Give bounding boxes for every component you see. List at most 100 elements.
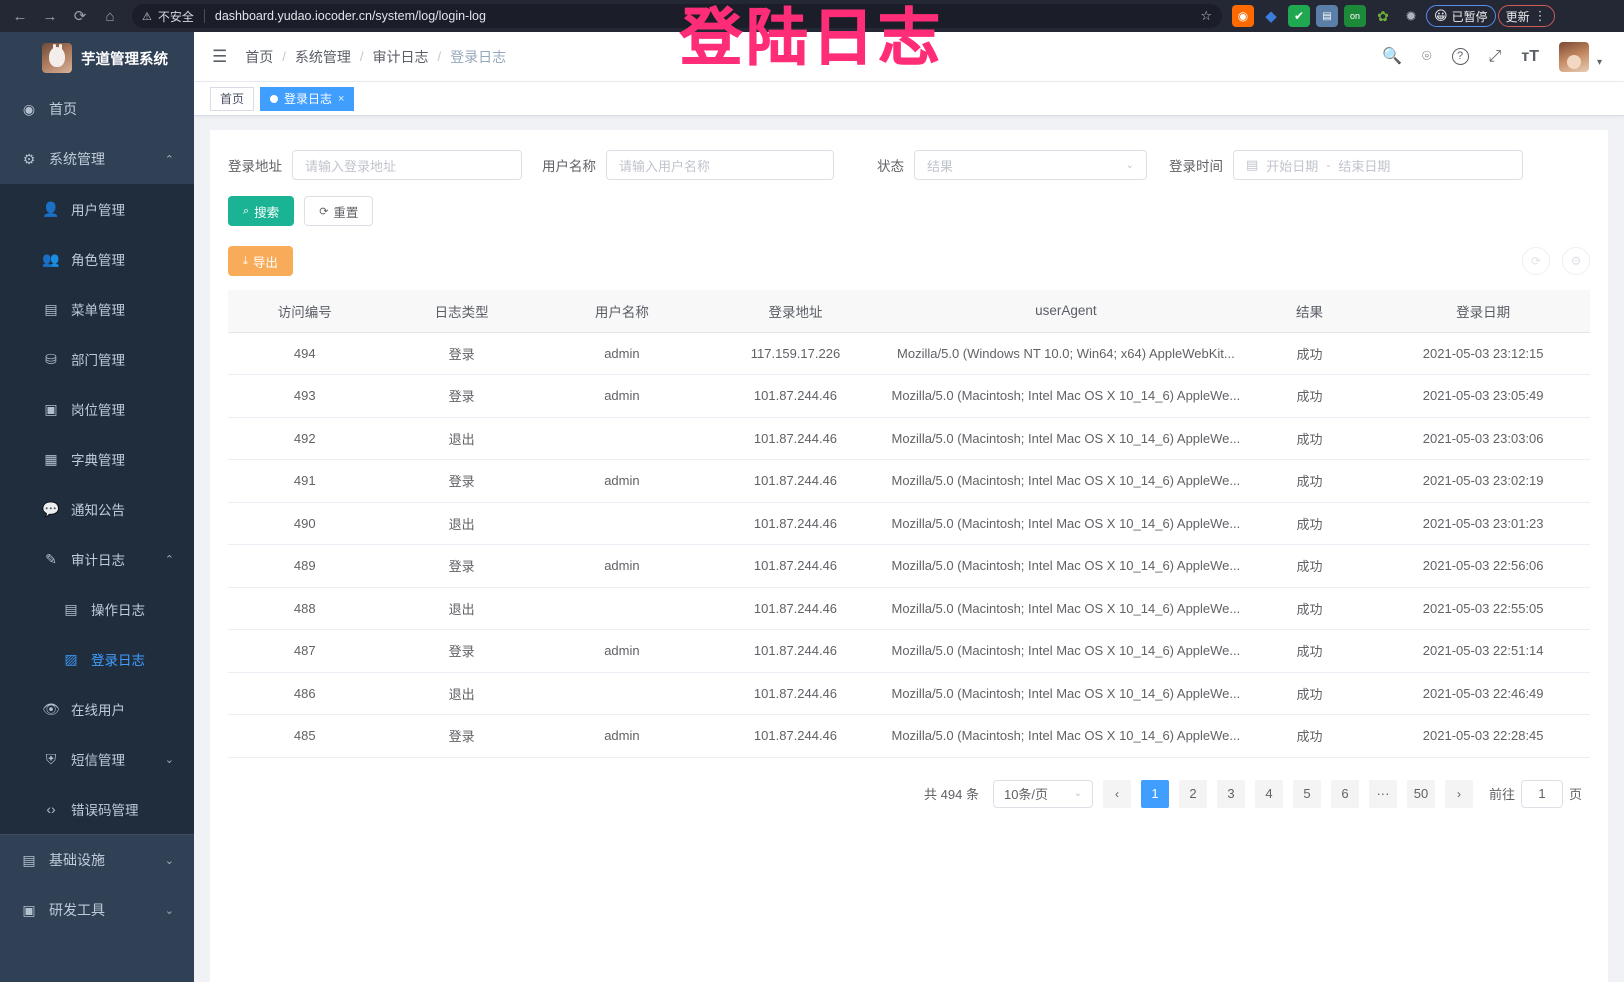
breadcrumb-separator: / [437,49,442,64]
sidebar-item-role-mgmt[interactable]: 👥 角色管理 [0,234,194,284]
column-header-date[interactable]: 登录日期 [1376,290,1590,333]
form-item-login-address: 登录地址 请输入登录地址 [228,150,522,180]
breadcrumb-item-system[interactable]: 系统管理 [294,48,351,65]
sidebar-logo[interactable]: 芋道管理系统 [0,32,194,84]
login-time-daterange[interactable]: ▤ 开始日期 - 结束日期 [1233,150,1523,180]
table-row[interactable]: 488 退出 101.87.244.46 Mozilla/5.0 (Macintosh… [228,587,1590,630]
sidebar-item-home[interactable]: ◉ 首页 [0,84,194,134]
download-icon: ⤓ [243,254,248,267]
sidebar-item-notice[interactable]: 💬 通知公告 [0,484,194,534]
table-row[interactable]: 494 登录 admin 117.159.17.226 Mozilla/5.0 (Win… [228,332,1590,375]
table-row[interactable]: 485 登录 admin 101.87.244.46 Mozilla/5.0 (Maci… [228,714,1590,758]
sidebar-item-infra[interactable]: ▤ 基础设施 ⌄ [0,835,194,885]
gear-icon: ⚙ [22,150,36,167]
paused-pill[interactable]: 😀 已暂停 [1426,5,1496,27]
chevron-down-icon[interactable]: ▾ [1596,56,1602,68]
fullscreen-icon[interactable]: ⤢ [1488,47,1502,65]
tag-login-log[interactable]: 登录日志 × [260,86,355,111]
table-row[interactable]: 491 登录 admin 101.87.244.46 Mozilla/5.0 (Maci… [228,459,1590,503]
cell-type: 退出 [381,587,542,630]
green-check-extension-icon[interactable]: ✔ [1288,5,1310,27]
green-on-extension-icon[interactable]: on [1344,5,1366,27]
page-button-5[interactable]: 5 [1292,779,1321,808]
search-icon: ⌕ [243,204,250,217]
address-bar[interactable]: ⚠ 不安全 dashboard.yudao.iocoder.cn/system/… [132,4,1222,28]
status-select[interactable]: 结果 ⌄ [914,150,1147,180]
column-header-useragent[interactable]: userAgent [888,290,1243,333]
table-row[interactable]: 489 登录 admin 101.87.244.46 Mozilla/5.0 (Maci… [228,544,1590,588]
column-header-result[interactable]: 结果 [1242,290,1377,333]
rabbit-logo-icon [42,43,72,73]
sidebar-item-user-mgmt[interactable]: 👤 用户管理 [0,184,194,234]
page-button-1[interactable]: 1 [1140,779,1169,808]
sidebar-item-post-mgmt[interactable]: ▣ 岗位管理 [0,384,194,434]
github-icon[interactable]: ⌾ [1421,47,1432,65]
hamburger-icon[interactable]: ☰ [212,47,228,66]
sidebar-submenu-system: 👤 用户管理 👥 角色管理 ▤ 菜单管理 ⛁ 部门管理 ▣ 岗位管理 [0,184,194,834]
tags-view: 首页 登录日志 × [194,82,1624,116]
page-size-select[interactable]: 10条/页 ⌄ [992,779,1093,808]
avatar[interactable] [1558,41,1589,72]
cell-id: 493 [228,374,382,418]
sidebar-item-menu-mgmt[interactable]: ▤ 菜单管理 [0,284,194,334]
cell-address: 117.159.17.226 [702,332,889,375]
blue-note-extension-icon[interactable]: ▤ [1316,5,1338,27]
page-button-2[interactable]: 2 [1178,779,1207,808]
export-button[interactable]: ⤓ 导出 [228,246,293,276]
page-button-3[interactable]: 3 [1216,779,1245,808]
jump-input[interactable]: 1 [1520,779,1563,808]
cell-useragent: Mozilla/5.0 (Macintosh; Intel Mac OS X 1… [888,672,1243,715]
sidebar-item-sms-mgmt[interactable]: ⛨ 短信管理 ⌄ [0,734,194,784]
column-header-user[interactable]: 用户名称 [541,290,703,333]
table-row[interactable]: 487 登录 admin 101.87.244.46 Mozilla/5.0 (Maci… [228,629,1590,673]
column-header-id[interactable]: 访问编号 [228,290,382,333]
column-header-address[interactable]: 登录地址 [702,290,889,333]
back-arrow-icon[interactable]: ← [12,7,28,25]
reset-button[interactable]: ⟳ 重置 [304,196,374,226]
user-name-input[interactable]: 请输入用户名称 [606,150,834,180]
page-ellipsis[interactable]: ··· [1368,779,1397,808]
close-icon[interactable]: × [338,92,345,105]
next-page-button[interactable]: › [1444,779,1473,808]
table-row[interactable]: 486 退出 101.87.244.46 Mozilla/5.0 (Macintosh… [228,672,1590,715]
sidebar-item-online-user[interactable]: 👁 在线用户 [0,684,194,734]
kebab-menu-icon[interactable]: ⋮ [1533,8,1547,23]
column-settings-icon[interactable]: ⚙ [1562,247,1590,275]
blue-diamond-extension-icon[interactable]: ◆ [1265,8,1277,25]
table-row[interactable]: 492 退出 101.87.244.46 Mozilla/5.0 (Macintosh… [228,417,1590,460]
search-button[interactable]: ⌕ 搜索 [228,196,295,226]
sidebar-item-login-log[interactable]: ▨ 登录日志 [0,634,194,684]
sidebar-item-error-code[interactable]: ‹› 错误码管理 [0,784,194,834]
refresh-circle-icon[interactable]: ⟳ [1522,247,1550,275]
page-button-50[interactable]: 50 [1406,779,1435,808]
login-address-input[interactable]: 请输入登录地址 [292,150,522,180]
star-icon[interactable]: ☆ [1200,8,1212,23]
sidebar-item-dict-mgmt[interactable]: ▦ 字典管理 [0,434,194,484]
font-size-icon[interactable]: ᴛT [1521,47,1539,65]
page-button-4[interactable]: 4 [1254,779,1283,808]
sidebar-item-dev-tools[interactable]: ▣ 研发工具 ⌄ [0,885,194,935]
column-header-type[interactable]: 日志类型 [381,290,542,333]
sidebar-item-system[interactable]: ⚙ 系统管理 ⌃ [0,134,194,184]
search-icon[interactable]: 🔍 [1382,47,1402,65]
tag-home[interactable]: 首页 [210,86,255,111]
green-leaf-extension-icon[interactable]: ✿ [1377,7,1389,24]
home-icon[interactable]: ⌂ [105,7,115,25]
sidebar-item-operation-log[interactable]: ▤ 操作日志 [0,584,194,634]
prev-page-button[interactable]: ‹ [1102,779,1131,808]
cell-useragent: Mozilla/5.0 (Windows NT 10.0; Win64; x64… [888,332,1243,375]
breadcrumb-item-audit[interactable]: 审计日志 [372,48,429,65]
breadcrumb-item-home[interactable]: 首页 [245,48,274,65]
table-row[interactable]: 490 退出 101.87.244.46 Mozilla/5.0 (Macintosh… [228,502,1590,545]
page-button-6[interactable]: 6 [1330,779,1359,808]
update-pill[interactable]: 更新 ⋮ [1497,5,1555,27]
reload-icon[interactable]: ⟳ [73,8,87,25]
sidebar-item-dept-mgmt[interactable]: ⛁ 部门管理 [0,334,194,384]
forward-arrow-icon[interactable]: → [42,7,58,25]
table-row[interactable]: 493 登录 admin 101.87.244.46 Mozilla/5.0 (Maci… [228,374,1590,418]
help-icon[interactable]: ? [1451,48,1469,65]
puzzle-extension-icon[interactable]: ✹ [1405,7,1417,24]
orange-circle-extension-icon[interactable]: ◉ [1232,5,1254,27]
cell-user: admin [541,544,703,588]
sidebar-item-audit-log[interactable]: ✎ 审计日志 ⌃ [0,534,194,584]
